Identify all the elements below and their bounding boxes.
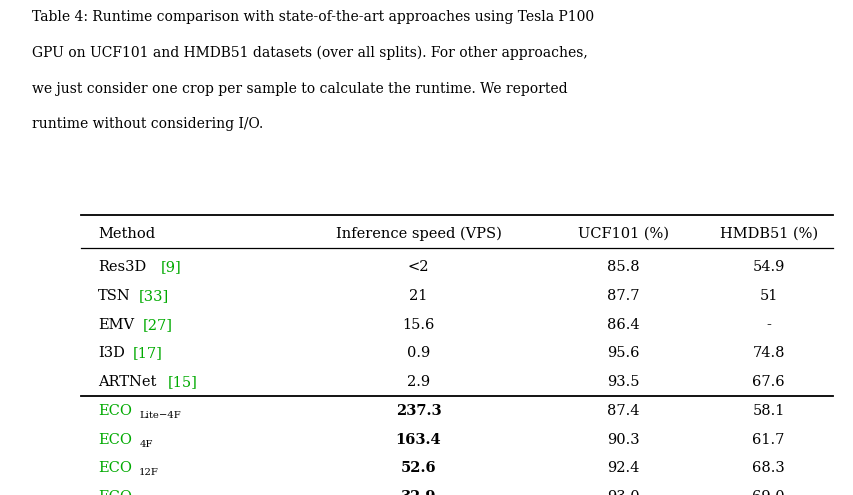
Text: ECO: ECO xyxy=(98,404,132,418)
Text: 85.8: 85.8 xyxy=(606,260,639,274)
Text: 163.4: 163.4 xyxy=(395,433,441,446)
Text: I3D: I3D xyxy=(98,346,125,360)
Text: [17]: [17] xyxy=(132,346,162,360)
Text: 90.3: 90.3 xyxy=(606,433,639,446)
Text: Inference speed (VPS): Inference speed (VPS) xyxy=(335,226,501,241)
Text: <2: <2 xyxy=(407,260,429,274)
Text: 95.6: 95.6 xyxy=(606,346,639,360)
Text: ECO: ECO xyxy=(98,461,132,475)
Text: [27]: [27] xyxy=(142,318,172,332)
Text: ECO: ECO xyxy=(98,433,132,446)
Text: 61.7: 61.7 xyxy=(751,433,784,446)
Text: 67.6: 67.6 xyxy=(751,375,784,389)
Text: Res3D: Res3D xyxy=(98,260,146,274)
Text: 0.9: 0.9 xyxy=(406,346,430,360)
Text: Method: Method xyxy=(98,227,155,241)
Text: HMDB51 (%): HMDB51 (%) xyxy=(719,227,816,241)
Text: 51: 51 xyxy=(758,289,777,303)
Text: 4F: 4F xyxy=(139,440,153,448)
Text: -: - xyxy=(765,318,770,332)
Text: 21: 21 xyxy=(409,289,427,303)
Text: 69.0: 69.0 xyxy=(751,490,784,495)
Text: runtime without considering I/O.: runtime without considering I/O. xyxy=(32,117,264,131)
Text: 2.9: 2.9 xyxy=(406,375,430,389)
Text: [33]: [33] xyxy=(139,289,169,303)
Text: 54.9: 54.9 xyxy=(751,260,784,274)
Text: we just consider one crop per sample to calculate the runtime. We reported: we just consider one crop per sample to … xyxy=(32,82,567,96)
Text: ARTNet: ARTNet xyxy=(98,375,156,389)
Text: Table 4: Runtime comparison with state-of-the-art approaches using Tesla P100: Table 4: Runtime comparison with state-o… xyxy=(32,10,594,24)
Text: ECO: ECO xyxy=(98,490,132,495)
Text: 93.0: 93.0 xyxy=(606,490,639,495)
Text: UCF101 (%): UCF101 (%) xyxy=(577,227,668,241)
Text: [15]: [15] xyxy=(168,375,198,389)
Text: 32.9: 32.9 xyxy=(400,490,436,495)
Text: 93.5: 93.5 xyxy=(606,375,639,389)
Text: TSN: TSN xyxy=(98,289,131,303)
Text: 52.6: 52.6 xyxy=(400,461,436,475)
Text: 92.4: 92.4 xyxy=(606,461,639,475)
Text: 68.3: 68.3 xyxy=(751,461,784,475)
Text: [9]: [9] xyxy=(160,260,181,274)
Text: 237.3: 237.3 xyxy=(395,404,441,418)
Text: 74.8: 74.8 xyxy=(751,346,784,360)
Text: Lite−4F: Lite−4F xyxy=(139,411,181,420)
Text: GPU on UCF101 and HMDB51 datasets (over all splits). For other approaches,: GPU on UCF101 and HMDB51 datasets (over … xyxy=(32,46,588,60)
Text: 87.4: 87.4 xyxy=(606,404,639,418)
Text: 86.4: 86.4 xyxy=(606,318,639,332)
Text: 58.1: 58.1 xyxy=(751,404,784,418)
Text: 87.7: 87.7 xyxy=(606,289,639,303)
Text: 12F: 12F xyxy=(139,468,159,477)
Text: EMV: EMV xyxy=(98,318,134,332)
Text: 15.6: 15.6 xyxy=(402,318,434,332)
